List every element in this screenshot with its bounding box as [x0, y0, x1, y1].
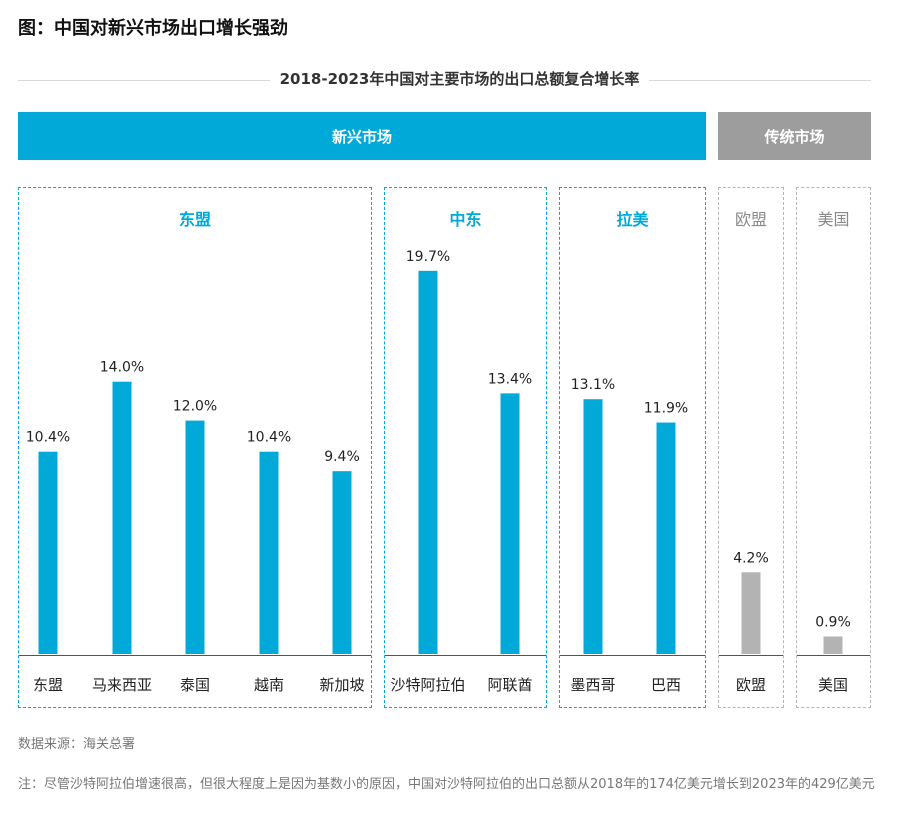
group-latin-america: 拉美	[559, 187, 706, 708]
bar-7	[583, 399, 603, 654]
bar-10	[823, 636, 843, 654]
value-label-1: 14.0%	[100, 360, 144, 376]
value-label-10: 0.9%	[815, 614, 851, 630]
group-baseline	[719, 655, 783, 656]
bar-8	[656, 422, 676, 654]
group-asean: 东盟	[18, 187, 372, 708]
value-label-2: 12.0%	[173, 399, 217, 415]
group-label-asean: 东盟	[178, 210, 211, 229]
category-label-9: 欧盟	[736, 676, 766, 694]
band-traditional-markets: 传统市场	[718, 112, 871, 160]
category-label-1: 马来西亚	[92, 676, 152, 694]
group-eu: 欧盟	[718, 187, 784, 708]
category-label-4: 新加坡	[319, 676, 364, 694]
figure-title: 图：中国对新兴市场出口增长强劲	[18, 18, 288, 39]
value-label-7: 13.1%	[571, 377, 615, 393]
group-middle-east: 中东	[384, 187, 547, 708]
bar-2	[185, 420, 205, 654]
group-us: 美国	[796, 187, 871, 708]
band-emerging-markets: 新兴市场	[18, 112, 706, 160]
value-label-8: 11.9%	[644, 401, 688, 417]
category-label-5: 沙特阿拉伯	[390, 676, 465, 694]
group-label-latin-america: 拉美	[616, 210, 649, 229]
group-label-eu: 欧盟	[734, 210, 767, 229]
footnote: 注：尽管沙特阿拉伯增速很高，但很大程度上是因为基数小的原因，中国对沙特阿拉伯的出…	[18, 777, 875, 792]
value-label-0: 10.4%	[26, 430, 70, 446]
bar-0	[38, 451, 58, 654]
value-label-9: 4.2%	[733, 550, 769, 566]
bar-1	[112, 381, 132, 654]
value-label-6: 13.4%	[488, 371, 532, 387]
chart-title-text: 2018-2023年中国对主要市场的出口总额复合增长率	[269, 70, 650, 88]
group-baseline	[560, 655, 705, 656]
data-source: 数据来源：海关总署	[18, 737, 136, 752]
bar-9	[741, 572, 761, 654]
value-label-3: 10.4%	[247, 430, 291, 446]
group-label-us: 美国	[817, 210, 850, 229]
bar-3	[259, 451, 279, 654]
category-label-8: 巴西	[651, 676, 681, 694]
bar-4	[332, 471, 352, 654]
category-label-3: 越南	[254, 676, 284, 694]
value-label-5: 19.7%	[406, 249, 450, 265]
category-label-7: 墨西哥	[570, 676, 615, 694]
group-baseline	[797, 655, 870, 656]
bar-6	[500, 393, 520, 654]
group-label-middle-east: 中东	[449, 210, 482, 229]
bar-5	[418, 270, 438, 654]
value-label-4: 9.4%	[324, 449, 360, 465]
group-baseline	[385, 655, 546, 656]
category-label-6: 阿联酋	[487, 676, 532, 694]
group-baseline	[19, 655, 371, 656]
category-label-10: 美国	[818, 676, 848, 694]
chart-title: 2018-2023年中国对主要市场的出口总额复合增长率	[0, 68, 919, 89]
category-label-0: 东盟	[33, 676, 63, 694]
category-label-2: 泰国	[180, 676, 210, 694]
